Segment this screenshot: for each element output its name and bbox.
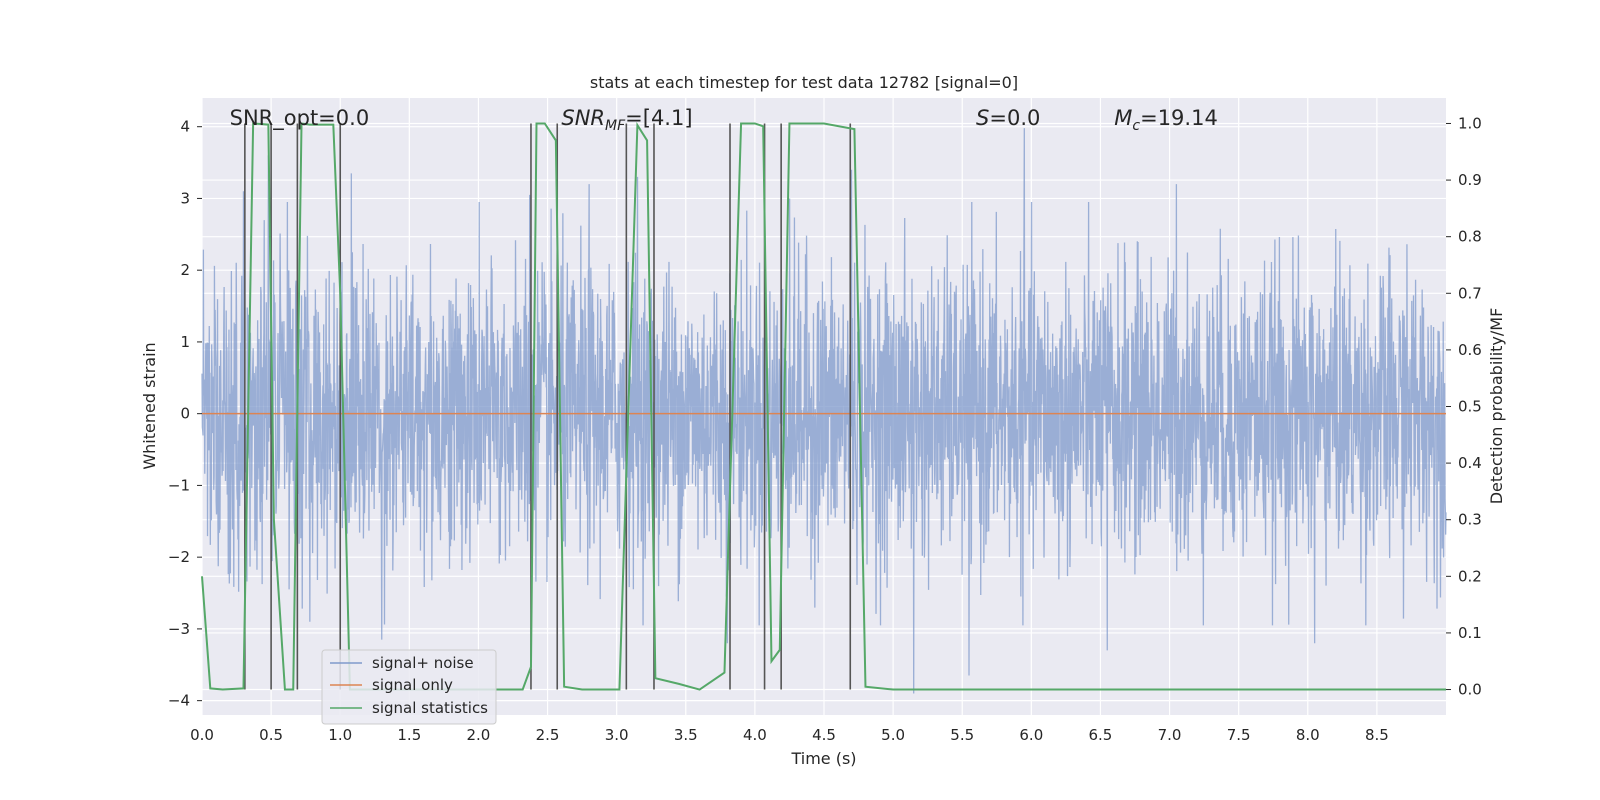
y-right-axis-label: Detection probability/MF <box>1487 308 1506 505</box>
x-tick-label-13: 6.5 <box>1089 726 1113 744</box>
annotation-snr-mf-subscript: MF <box>605 118 626 134</box>
y-right-tick-label-3: 0.7 <box>1458 284 1482 302</box>
x-tick-label-0: 0.0 <box>190 726 214 744</box>
x-tick-label-9: 4.5 <box>812 726 836 744</box>
annotation-s-stat: S=0.0 <box>976 106 1040 130</box>
y-left-axis-ticks: 4 3 2 1 0 −1 −2 −3 −4 <box>168 118 202 710</box>
x-tick-label-4: 2.0 <box>467 726 491 744</box>
x-tick-label-12: 6.0 <box>1019 726 1043 744</box>
legend: signal+ noise signal only signal statist… <box>321 649 497 725</box>
x-tick-label-14: 7.0 <box>1158 726 1182 744</box>
x-tick-label-16: 8.0 <box>1296 726 1320 744</box>
annotation-s-stat-value: =0.0 <box>989 106 1040 130</box>
annotation-snr-mf: SNRMF=[4.1] <box>561 106 692 134</box>
y-left-tick-label-8: −4 <box>168 692 190 710</box>
annotations: SNR_opt=0.0 SNRMF=[4.1] S=0.0 Mc=19.14 <box>230 106 1218 134</box>
y-right-tick-label-2: 0.8 <box>1458 228 1482 246</box>
x-tick-label-15: 7.5 <box>1227 726 1251 744</box>
annotation-chirp-mass-symbol: M <box>1114 106 1132 130</box>
annotation-chirp-mass: Mc=19.14 <box>1114 106 1218 134</box>
legend-label-signal-statistics: signal statistics <box>372 699 488 717</box>
annotation-chirp-mass-subscript: c <box>1132 118 1140 134</box>
series-signal-plus-noise <box>201 128 1447 694</box>
annotation-snr-opt: SNR_opt=0.0 <box>230 106 370 131</box>
x-tick-label-5: 2.5 <box>536 726 560 744</box>
annotation-snr-mf-symbol: SNR <box>561 106 605 130</box>
x-tick-label-3: 1.5 <box>397 726 421 744</box>
chart-title: stats at each timestep for test data 127… <box>590 73 1018 92</box>
y-right-tick-label-9: 0.1 <box>1458 624 1482 642</box>
legend-label-signal-noise: signal+ noise <box>372 654 474 672</box>
x-axis-label: Time (s) <box>790 749 856 768</box>
y-left-tick-label-7: −3 <box>168 620 190 638</box>
y-left-tick-label-0: 4 <box>180 118 190 136</box>
x-tick-label-6: 3.0 <box>605 726 629 744</box>
y-left-tick-label-2: 2 <box>180 261 190 279</box>
y-right-tick-label-0: 1.0 <box>1458 114 1482 132</box>
annotation-s-stat-symbol: S <box>976 106 989 130</box>
y-right-tick-label-1: 0.9 <box>1458 171 1482 189</box>
x-tick-label-7: 3.5 <box>674 726 698 744</box>
y-right-tick-label-7: 0.3 <box>1458 511 1482 529</box>
y-right-tick-label-8: 0.2 <box>1458 567 1482 585</box>
y-left-tick-label-6: −2 <box>168 548 190 566</box>
y-right-tick-label-6: 0.4 <box>1458 454 1482 472</box>
y-right-tick-label-10: 0.0 <box>1458 681 1482 699</box>
x-tick-label-8: 4.0 <box>743 726 767 744</box>
y-left-axis-label: Whitened strain <box>140 342 159 469</box>
y-left-tick-label-1: 3 <box>180 189 190 207</box>
annotation-chirp-mass-value: =19.14 <box>1140 106 1218 130</box>
x-tick-label-1: 0.5 <box>259 726 283 744</box>
y-left-tick-label-4: 0 <box>180 405 190 423</box>
y-right-axis-ticks: 1.0 0.9 0.8 0.7 0.6 0.5 0.4 0.3 0.2 0.1 0.0 <box>1446 114 1482 699</box>
legend-box <box>321 649 497 725</box>
series-signal-statistics <box>201 121 1446 691</box>
x-tick-label-10: 5.0 <box>881 726 905 744</box>
noise-line <box>201 128 1447 694</box>
y-right-tick-label-4: 0.6 <box>1458 341 1482 359</box>
x-tick-label-2: 1.0 <box>328 726 352 744</box>
legend-label-signal-only: signal only <box>372 676 453 694</box>
x-axis-ticks: 0.0 0.5 1.0 1.5 2.0 2.5 3.0 3.5 4.0 4.5 5.0 5.5 6.0 6… <box>190 726 1389 744</box>
annotation-snr-mf-value: =[4.1] <box>625 106 692 130</box>
x-tick-label-17: 8.5 <box>1365 726 1389 744</box>
y-left-tick-label-5: −1 <box>168 476 190 494</box>
x-tick-label-11: 5.5 <box>950 726 974 744</box>
statistics-line <box>201 121 1446 691</box>
y-left-tick-label-3: 1 <box>180 333 190 351</box>
y-right-tick-label-5: 0.5 <box>1458 398 1482 416</box>
